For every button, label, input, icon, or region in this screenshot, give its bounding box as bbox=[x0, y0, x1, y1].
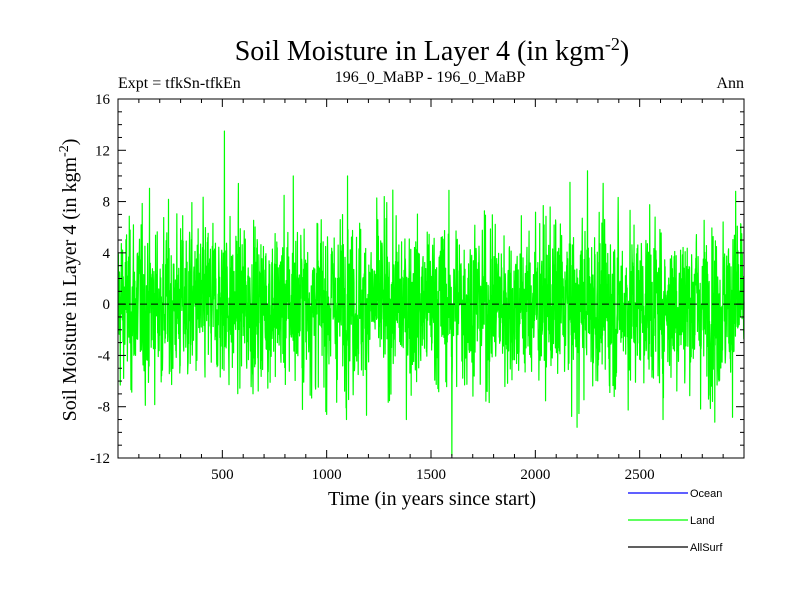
y-tick-labels: -12 -8 -4 0 4 8 12 16 bbox=[90, 92, 111, 467]
series-group bbox=[117, 130, 745, 457]
chart-title: Soil Moisture in Layer 4 (in kgm-2) bbox=[235, 34, 630, 67]
subtitle-left: Expt = tfkSn-tfkEn bbox=[118, 75, 241, 92]
x-tick-label: 2000 bbox=[520, 467, 550, 483]
y-tick-label: 12 bbox=[95, 143, 110, 159]
y-tick-label: -12 bbox=[90, 451, 110, 467]
legend-label-land: Land bbox=[690, 515, 714, 527]
ticks-group bbox=[118, 99, 744, 458]
x-tick-label: 1500 bbox=[416, 467, 446, 483]
x-axis-label: Time (in years since start) bbox=[328, 488, 536, 510]
y-tick-label: 8 bbox=[103, 195, 111, 211]
legend-label-allsurf: AllSurf bbox=[690, 542, 723, 554]
y-tick-label: -8 bbox=[98, 400, 111, 416]
legend-label-ocean: Ocean bbox=[690, 488, 722, 500]
y-tick-label: 0 bbox=[103, 297, 111, 313]
subtitle-center: 196_0_MaBP - 196_0_MaBP bbox=[335, 69, 526, 86]
y-tick-label: 16 bbox=[95, 92, 111, 108]
legend: Ocean Land AllSurf bbox=[628, 488, 723, 554]
x-tick-labels: 500 1000 1500 2000 2500 bbox=[211, 467, 655, 483]
series-line-land bbox=[117, 130, 745, 457]
y-axis-label: Soil Moisture in Layer 4 (in kgm-2) bbox=[57, 139, 81, 422]
y-tick-label: 4 bbox=[103, 246, 111, 262]
y-tick-label: -4 bbox=[98, 348, 111, 364]
x-tick-label: 500 bbox=[211, 467, 234, 483]
x-tick-label: 1000 bbox=[312, 467, 342, 483]
subtitle-right: Ann bbox=[716, 75, 744, 92]
x-tick-label: 2500 bbox=[625, 467, 655, 483]
